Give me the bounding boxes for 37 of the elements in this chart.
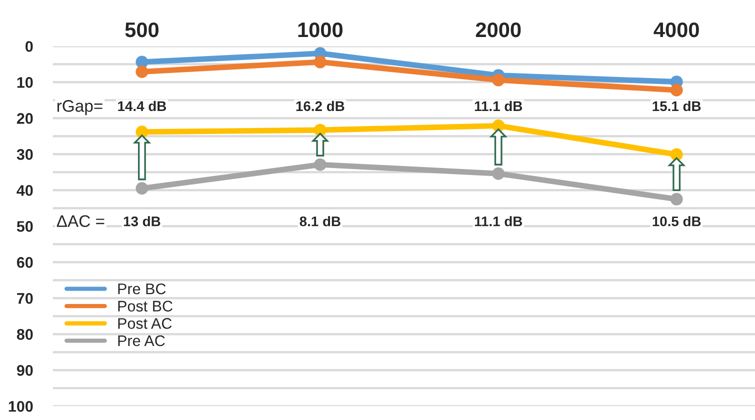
point	[136, 66, 148, 78]
x-tick-label: 1000	[298, 22, 342, 38]
annotation: 8.1 dB	[300, 216, 340, 226]
y-tick-label: 80	[16, 329, 33, 340]
legend-label: Post AC	[118, 318, 172, 329]
y-tick-label: 10	[17, 77, 33, 88]
point	[492, 167, 505, 180]
annotation: ΔAC =	[56, 215, 104, 228]
point	[136, 182, 148, 195]
annotation: 11.1 dB	[474, 100, 522, 112]
y-tick-label: 50	[16, 221, 33, 232]
point	[670, 192, 683, 206]
legend-label: Post BC	[118, 300, 172, 312]
annotation: 14.4 dB	[118, 100, 166, 112]
y-tick-label: 100	[8, 401, 33, 412]
point	[670, 84, 683, 96]
y-tick-label: 40	[16, 185, 33, 196]
legend-label: Pre AC	[118, 335, 165, 346]
annotation: 11.1 dB	[474, 216, 522, 226]
point	[314, 158, 326, 171]
annotation: rGap=	[57, 100, 102, 116]
x-tick-label: 500	[125, 22, 158, 38]
x-tick-label: 2000	[476, 22, 521, 38]
point	[492, 74, 505, 86]
y-tick-label: 70	[17, 293, 33, 304]
annotation: 15.1 dB	[652, 100, 701, 112]
annotation: 10.5 dB	[652, 216, 701, 226]
point	[314, 56, 326, 68]
annotation: 16.2 dB	[296, 100, 344, 112]
y-tick-label: 30	[16, 149, 33, 160]
annotation: 13 dB	[124, 216, 160, 226]
legend-label: Pre BC	[118, 283, 166, 294]
y-tick-label: 0	[26, 41, 33, 52]
y-tick-label: 60	[16, 257, 33, 268]
y-tick-label: 90	[16, 365, 33, 376]
y-tick-label: 20	[16, 113, 33, 124]
x-tick-label: 4000	[654, 22, 699, 38]
